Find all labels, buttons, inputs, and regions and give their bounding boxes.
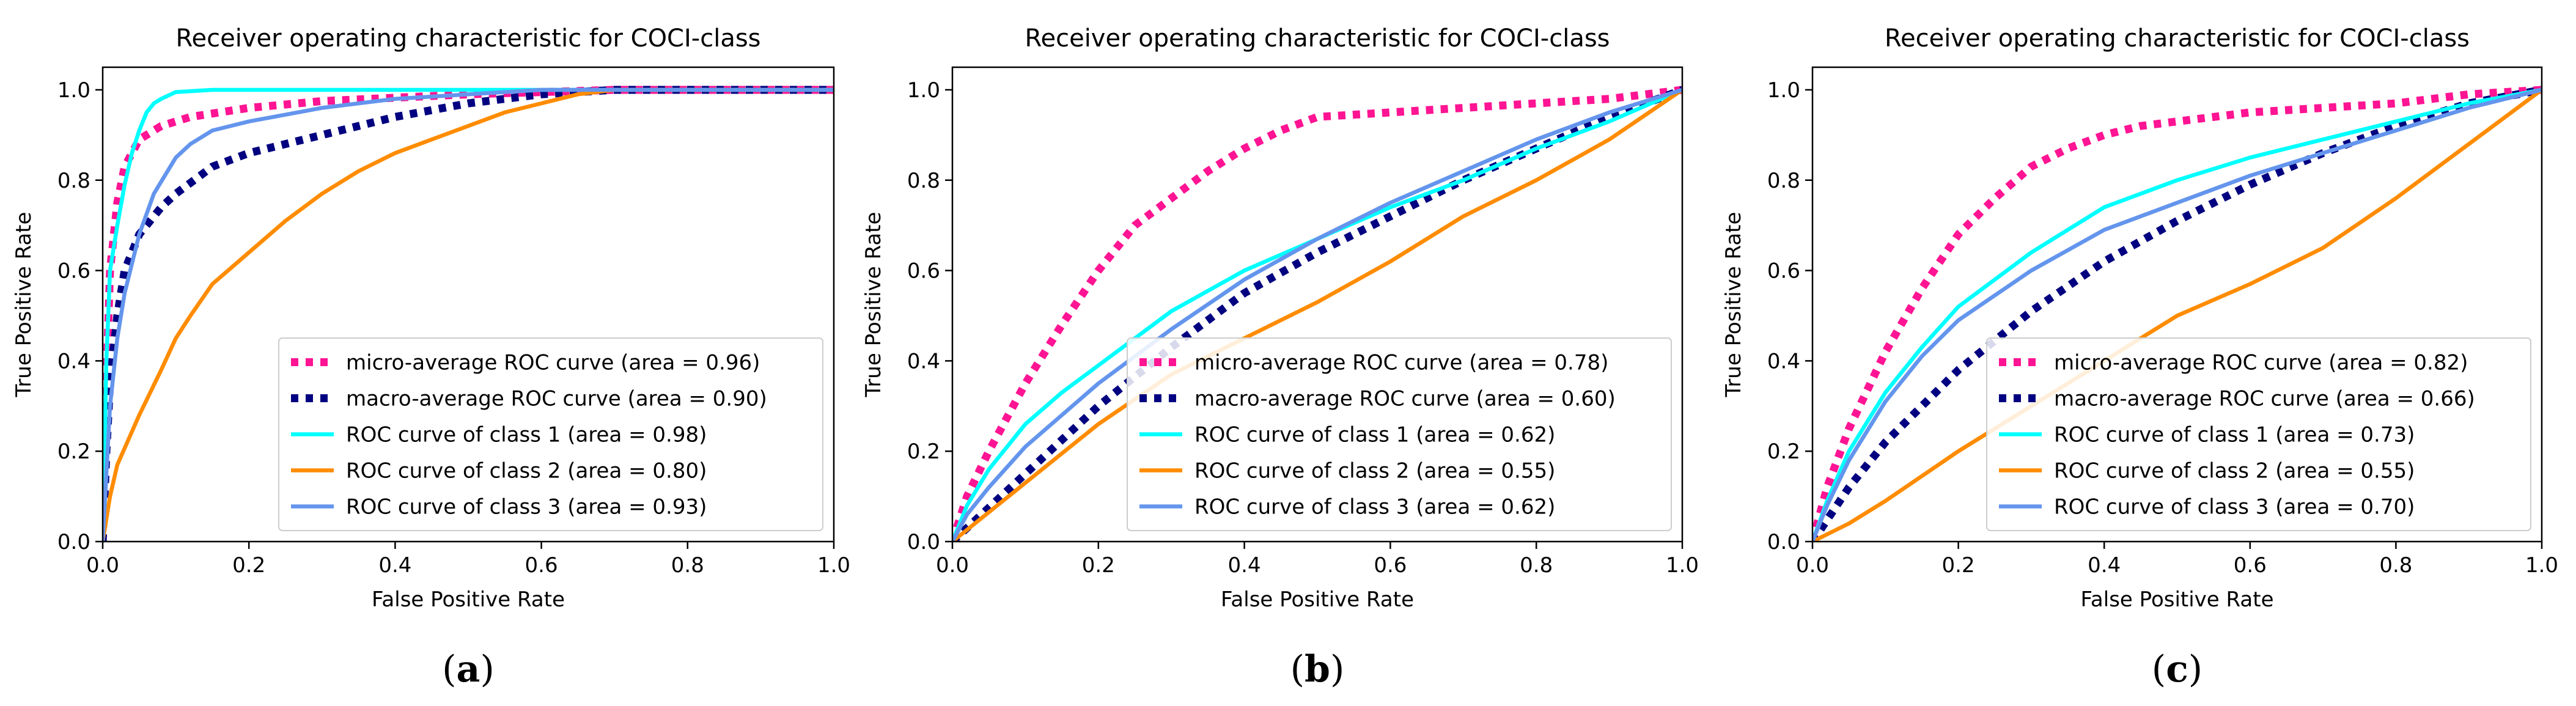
y-tick-label: 0.0 [907, 530, 940, 554]
x-tick-label: 0.8 [671, 553, 704, 578]
plot-frame [101, 66, 835, 543]
legend-entry: ROC curve of class 1 (area = 0.73) [2054, 423, 2415, 447]
y-tick-label: 0.0 [57, 530, 90, 554]
series-line-class3 [1812, 87, 2542, 542]
plot-frame [1811, 66, 2543, 543]
series-line-class1 [952, 88, 1682, 542]
legend-box [1986, 337, 2531, 531]
y-tick-label: 0.6 [907, 259, 940, 284]
series-line-class1 [1812, 87, 2542, 542]
roc-panel-2: Receiver operating characteristic for CO… [861, 24, 1699, 691]
series-line-class2 [103, 87, 834, 542]
chart-title: Receiver operating characteristic for CO… [1025, 24, 1610, 53]
x-tick-label: 0.4 [1228, 553, 1261, 578]
x-axis-label: False Positive Rate [1221, 587, 1414, 612]
y-tick-label: 0.2 [907, 439, 940, 464]
y-tick-label: 1.0 [57, 78, 90, 103]
legend-entry: micro-average ROC curve (area = 0.96) [346, 351, 760, 375]
roc-panel-3: Receiver operating characteristic for CO… [1721, 24, 2558, 691]
x-tick-label: 1.0 [2525, 553, 2558, 578]
y-axis-label: True Positive Rate [861, 212, 886, 398]
legend-entry: ROC curve of class 3 (area = 0.70) [2054, 495, 2415, 520]
x-tick-label: 0.2 [1082, 553, 1115, 578]
y-tick-label: 0.2 [1767, 439, 1800, 464]
y-tick-label: 0.4 [907, 349, 940, 373]
x-tick-label: 0.8 [1520, 553, 1553, 578]
y-tick-label: 0.0 [1767, 530, 1800, 554]
x-tick-label: 0.0 [86, 553, 119, 578]
y-tick-label: 0.8 [57, 169, 90, 193]
roc-panel-1: Receiver operating characteristic for CO… [12, 24, 850, 691]
y-axis-label: True Positive Rate [1721, 212, 1746, 398]
series-line-micro [1812, 86, 2542, 542]
y-tick-label: 0.6 [57, 259, 90, 284]
legend-entry: ROC curve of class 3 (area = 0.93) [346, 495, 707, 520]
x-tick-label: 0.2 [1942, 553, 1975, 578]
chart-title: Receiver operating characteristic for CO… [175, 24, 760, 53]
panel-label: (a) [442, 648, 495, 691]
x-tick-label: 1.0 [1666, 553, 1699, 578]
series-line-micro [952, 86, 1682, 542]
x-axis-label: False Positive Rate [2081, 587, 2274, 612]
legend-entry: ROC curve of class 1 (area = 0.62) [1194, 423, 1555, 447]
legend-entry: ROC curve of class 1 (area = 0.98) [346, 423, 707, 447]
y-tick-label: 0.2 [57, 439, 90, 464]
legend: micro-average ROC curve (area = 0.82) mac… [1986, 337, 2531, 531]
legend-entry: macro-average ROC curve (area = 0.66) [2054, 387, 2475, 411]
y-tick-label: 0.4 [57, 349, 90, 373]
legend-entry: micro-average ROC curve (area = 0.78) [1194, 351, 1608, 375]
y-tick-label: 0.8 [907, 169, 940, 193]
x-tick-label: 0.0 [1796, 553, 1829, 578]
series-group [952, 86, 1682, 542]
y-tick-label: 1.0 [1767, 78, 1800, 103]
legend-entry: macro-average ROC curve (area = 0.60) [1194, 387, 1616, 411]
x-tick-label: 0.6 [1374, 553, 1407, 578]
plot-frame [951, 66, 1684, 543]
legend-box [278, 337, 823, 531]
x-tick-label: 0.2 [232, 553, 265, 578]
series-line-macro [103, 86, 834, 542]
legend: micro-average ROC curve (area = 0.78) mac… [1127, 337, 1672, 531]
y-axis-label: True Positive Rate [12, 212, 36, 398]
x-tick-label: 0.6 [525, 553, 558, 578]
x-axis-label: False Positive Rate [372, 587, 565, 612]
x-tick-label: 1.0 [817, 553, 850, 578]
legend-entry: macro-average ROC curve (area = 0.90) [346, 387, 767, 411]
chart-title: Receiver operating characteristic for CO… [1885, 24, 2470, 53]
y-tick-label: 0.8 [1767, 169, 1800, 193]
y-tick-label: 1.0 [907, 78, 940, 103]
series-line-class1 [103, 87, 834, 542]
x-tick-label: 0.8 [2379, 553, 2412, 578]
legend-entry: ROC curve of class 3 (area = 0.62) [1194, 495, 1555, 520]
x-tick-label: 0.4 [2088, 553, 2121, 578]
legend-entry: ROC curve of class 2 (area = 0.80) [346, 459, 707, 484]
legend-entry: micro-average ROC curve (area = 0.82) [2054, 351, 2468, 375]
series-line-class2 [952, 88, 1682, 542]
x-tick-label: 0.6 [2234, 553, 2267, 578]
legend: micro-average ROC curve (area = 0.96) mac… [278, 337, 823, 531]
panel-label: (c) [2152, 648, 2202, 691]
x-tick-label: 0.0 [936, 553, 969, 578]
x-tick-label: 0.4 [378, 553, 411, 578]
panel-label: (b) [1290, 648, 1345, 691]
legend-entry: ROC curve of class 2 (area = 0.55) [2054, 459, 2415, 484]
series-line-class3 [952, 87, 1682, 542]
series-line-class3 [103, 87, 834, 542]
y-tick-label: 0.4 [1767, 349, 1800, 373]
y-tick-label: 0.6 [1767, 259, 1800, 284]
legend-entry: ROC curve of class 2 (area = 0.55) [1194, 459, 1555, 484]
series-group [103, 86, 834, 542]
legend-box [1127, 337, 1672, 531]
